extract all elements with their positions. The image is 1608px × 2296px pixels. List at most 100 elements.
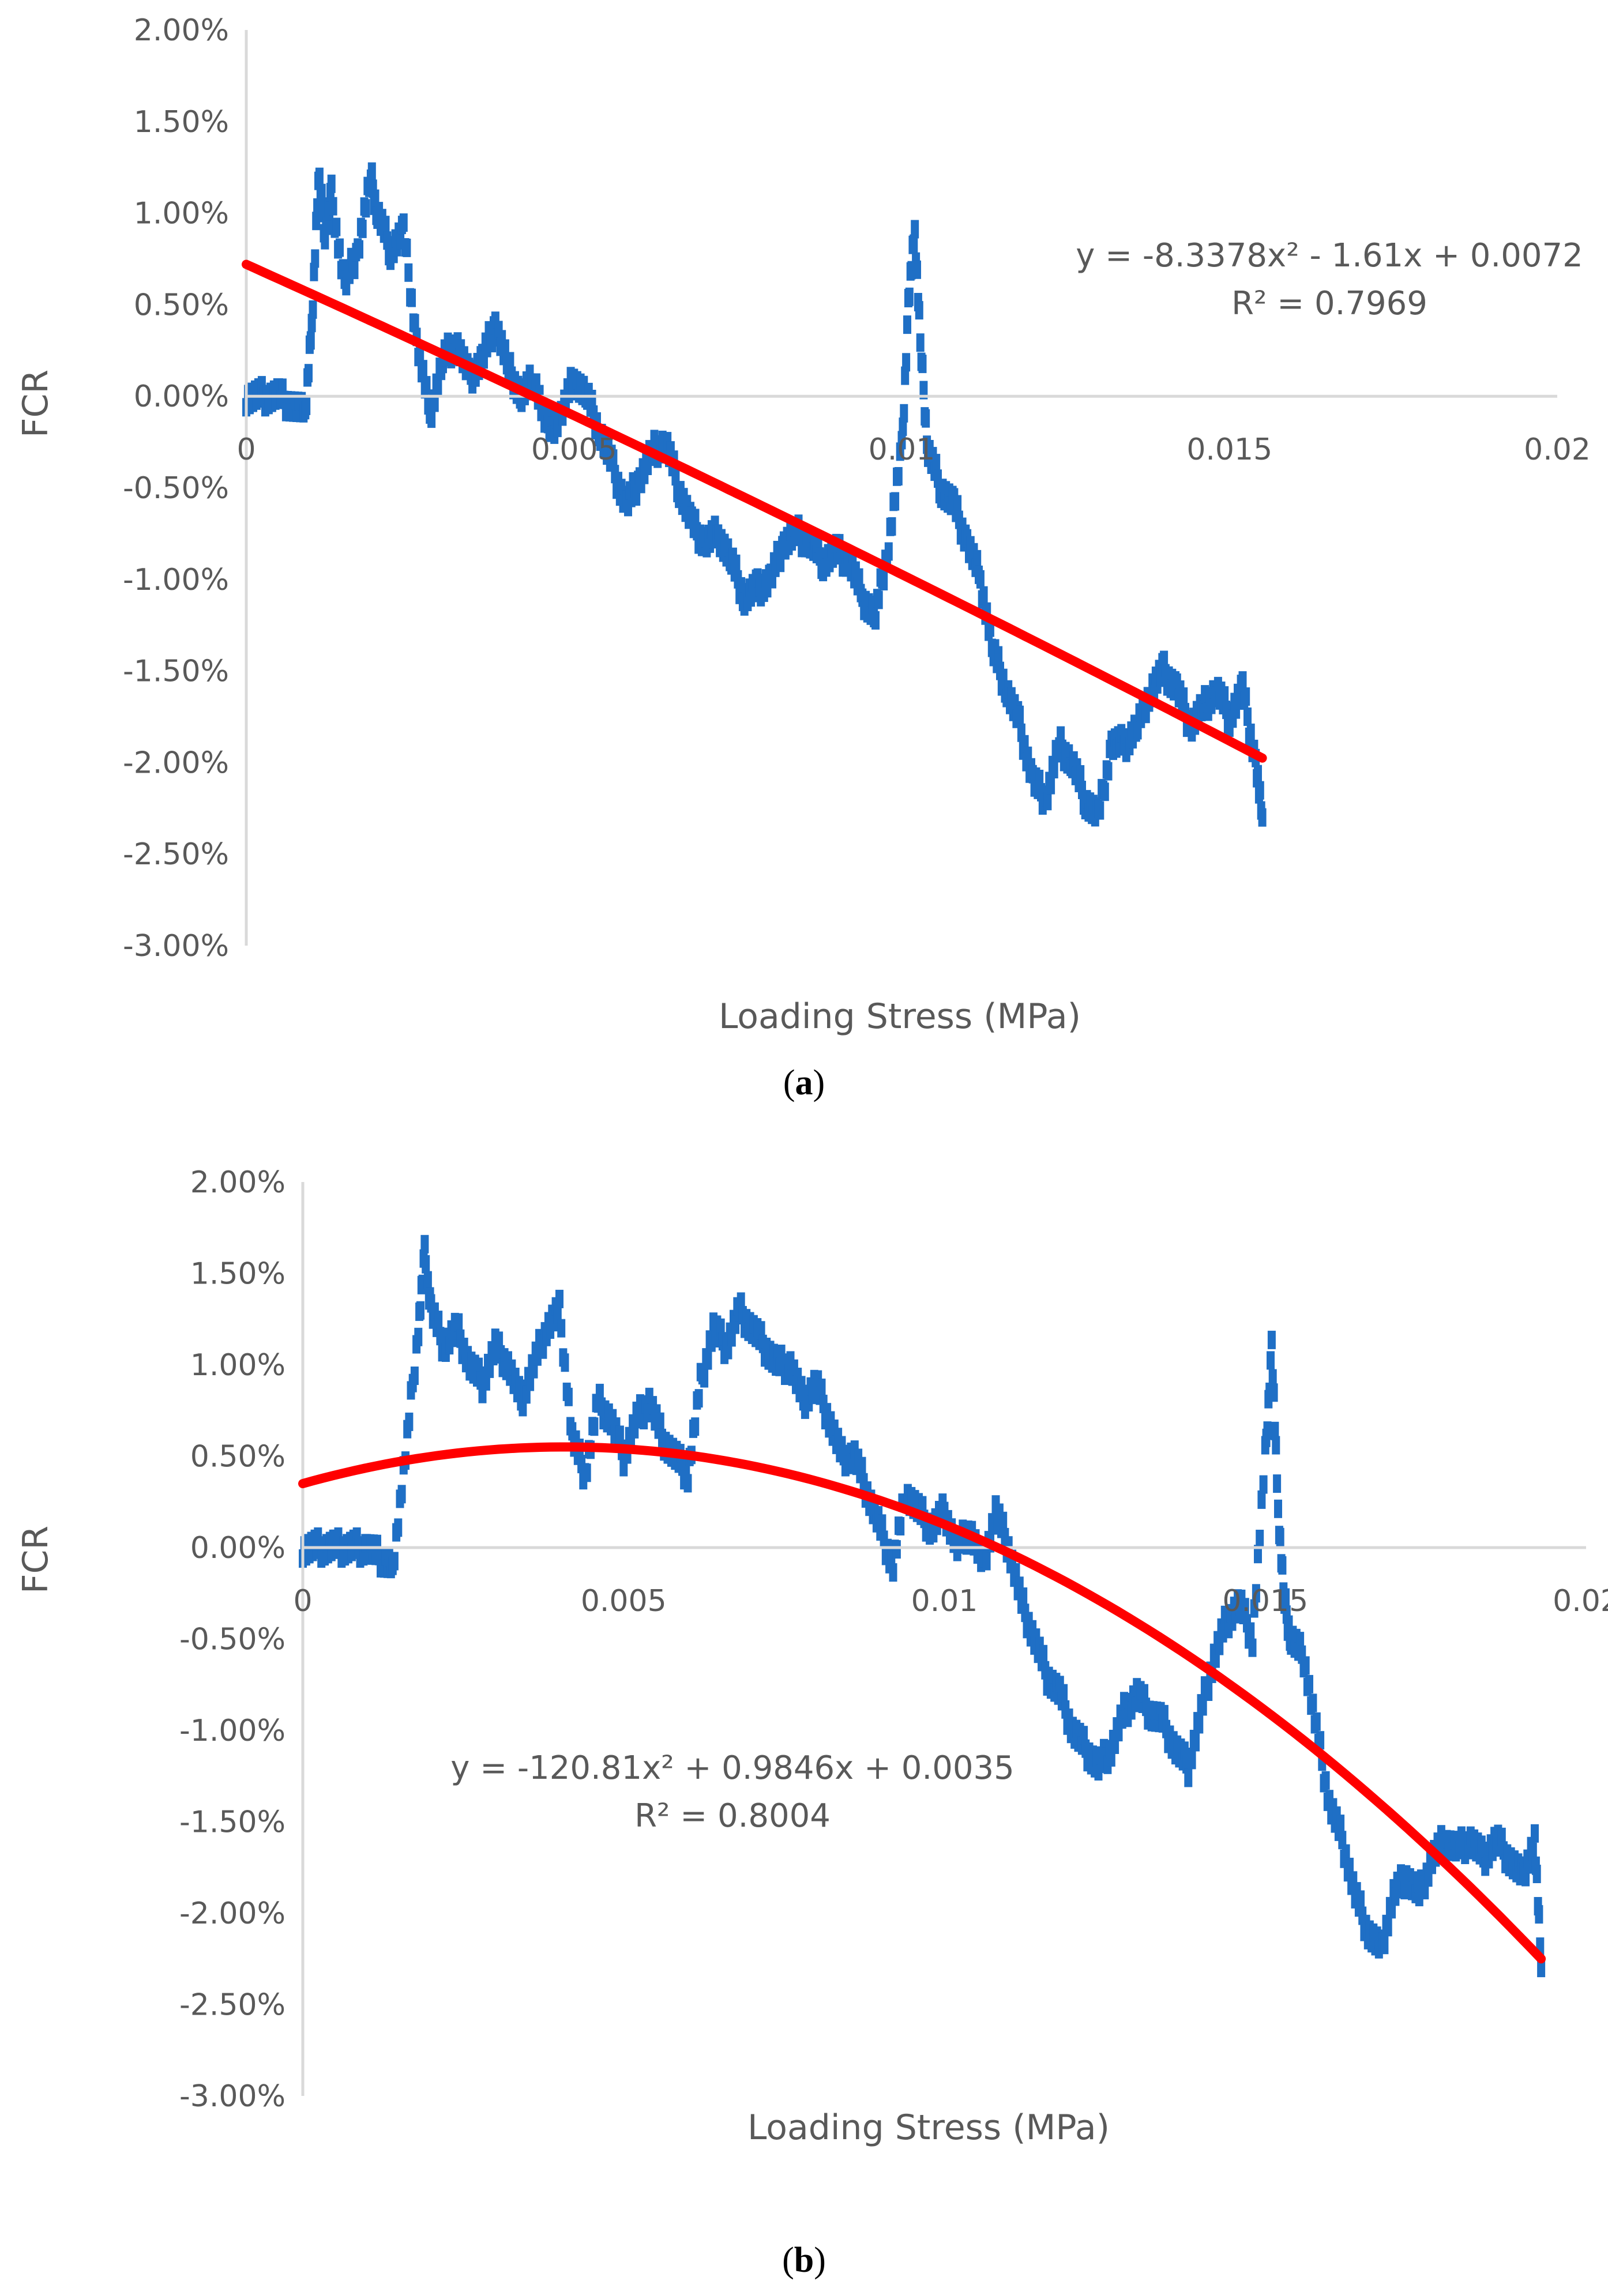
y-tick-label: -2.00% <box>123 746 229 780</box>
data-point <box>1531 1824 1539 1843</box>
data-point <box>1257 1490 1266 1509</box>
data-point <box>430 393 439 412</box>
data-point <box>953 495 962 514</box>
data-point <box>422 1255 430 1274</box>
data-point <box>1242 687 1250 706</box>
data-point <box>1528 1842 1537 1861</box>
data-point <box>922 409 930 428</box>
y-tick-label: 0.50% <box>134 288 229 322</box>
data-point <box>691 1417 700 1436</box>
data-point <box>1272 1436 1280 1455</box>
x-tick-label: 0.005 <box>531 432 617 467</box>
data-point <box>1278 1556 1287 1575</box>
data-point <box>973 549 982 569</box>
y-tick-label: -0.50% <box>123 471 229 506</box>
data-point <box>1380 1936 1389 1955</box>
data-point <box>321 231 329 250</box>
x-tick-label: 0.005 <box>581 1584 667 1619</box>
data-point <box>1256 781 1264 800</box>
data-point <box>976 570 985 589</box>
data-point <box>855 568 863 587</box>
data-point <box>1019 1587 1028 1606</box>
data-point <box>1268 1369 1277 1388</box>
data-point <box>555 1289 563 1308</box>
axes-b <box>301 1182 1586 2096</box>
data-point <box>615 1425 624 1444</box>
data-point <box>434 1311 443 1330</box>
data-point <box>404 263 413 282</box>
y-tick-label: 2.00% <box>134 13 229 48</box>
data-point <box>1248 1638 1257 1657</box>
data-point <box>1267 1330 1276 1349</box>
data-point <box>454 1313 463 1332</box>
data-point <box>1192 1733 1200 1752</box>
data-point <box>1199 1697 1207 1716</box>
data-point <box>381 216 390 235</box>
data-point <box>1204 1683 1213 1701</box>
y-tick-label: 1.00% <box>134 197 229 231</box>
data-point <box>564 1387 573 1406</box>
y-tick-label: 0.00% <box>190 1531 285 1565</box>
data-point <box>1246 1622 1255 1641</box>
y-axis-title: FCR <box>16 1526 56 1594</box>
panel-caption-a: (a) <box>783 1063 825 1102</box>
data-point <box>1305 1674 1313 1693</box>
trendline-equation: y = -8.3378x² - 1.61x + 0.0072 <box>1076 237 1583 274</box>
data-point <box>1043 792 1052 811</box>
data-point <box>327 174 336 193</box>
data-point <box>1220 686 1229 705</box>
data-point <box>1039 1644 1048 1663</box>
data-point <box>590 1417 599 1436</box>
data-point <box>1188 1751 1196 1770</box>
data-point <box>367 162 376 181</box>
data-point <box>894 467 903 485</box>
data-point <box>704 1351 712 1370</box>
y-tick-label: 1.50% <box>190 1257 285 1292</box>
data-point <box>1241 1598 1249 1617</box>
data-point <box>683 1474 692 1493</box>
data-point <box>1336 1815 1345 1834</box>
y-tick-label: -3.00% <box>123 929 229 963</box>
data-point <box>557 1319 566 1338</box>
data-point <box>982 1552 991 1571</box>
data-point <box>311 249 320 268</box>
data-point <box>903 315 911 334</box>
data-point <box>1256 1530 1264 1548</box>
data-point <box>1050 760 1058 778</box>
y-tick-label: -2.50% <box>123 837 229 872</box>
y-tick-label: 0.50% <box>190 1440 285 1474</box>
data-point <box>423 1271 432 1290</box>
data-point <box>915 301 923 320</box>
x-tick-label: 0 <box>236 432 256 467</box>
y-tick-label: -0.50% <box>179 1623 285 1657</box>
data-point <box>871 611 880 630</box>
data-point <box>896 1517 905 1535</box>
data-point <box>700 1369 709 1388</box>
x-tick-label: 0 <box>293 1584 312 1619</box>
data-point <box>916 333 925 352</box>
data-point <box>394 1518 403 1537</box>
data-point <box>1047 776 1055 795</box>
data-point <box>305 364 313 383</box>
data-point <box>880 572 888 590</box>
data-point <box>1312 1712 1321 1731</box>
y-tick-label: -3.00% <box>179 2079 285 2114</box>
data-point <box>358 219 367 238</box>
data-point <box>506 352 514 371</box>
data-point <box>1254 1545 1262 1564</box>
data-point <box>1532 1865 1541 1883</box>
data-point <box>900 404 908 423</box>
axes-a <box>245 30 1557 946</box>
x-tick-label: 0.02 <box>1524 432 1591 467</box>
y-tick-label: 2.00% <box>190 1165 285 1200</box>
trendline-a <box>242 259 1267 763</box>
data-point <box>1258 808 1267 827</box>
data-point <box>911 220 919 239</box>
data-point <box>414 1327 423 1346</box>
data-point <box>891 492 900 511</box>
data-point <box>1195 1715 1204 1734</box>
data-point <box>1250 1599 1258 1618</box>
x-tick-label: 0.015 <box>1186 432 1272 467</box>
data-point <box>1252 1584 1260 1603</box>
x-tick-label: 0.01 <box>869 432 936 467</box>
